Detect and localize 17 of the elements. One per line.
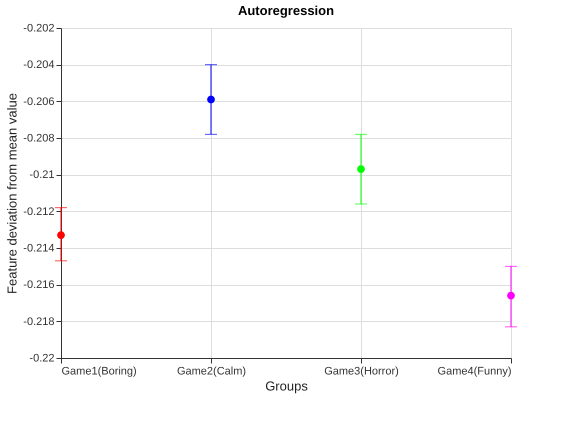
x-tick-label: Game3(Horror): [324, 366, 399, 378]
chart-title: Autoregression: [238, 3, 334, 18]
y-tick-label: -0.216: [23, 279, 54, 292]
x-axis-title: Groups: [265, 378, 308, 394]
y-tick-label: -0.214: [23, 242, 54, 254]
y-tick-label: -0.208: [23, 132, 54, 144]
y-tick-label: -0.212: [23, 206, 54, 218]
y-tick-label: -0.21: [29, 169, 54, 182]
x-tick-label: Game4(Funny): [438, 366, 512, 378]
y-tick-label: -0.206: [23, 96, 54, 108]
y-tick-label: -0.204: [23, 59, 54, 72]
y-tick-label: -0.202: [23, 22, 54, 34]
x-tick-label: Game2(Calm): [176, 366, 246, 378]
y-tick-label: -0.218: [23, 316, 54, 328]
y-axis-title: Feature deviation from mean value: [4, 93, 20, 294]
y-tick-label: -0.22: [29, 352, 54, 364]
x-tick-label: Game1(Boring): [62, 366, 137, 378]
